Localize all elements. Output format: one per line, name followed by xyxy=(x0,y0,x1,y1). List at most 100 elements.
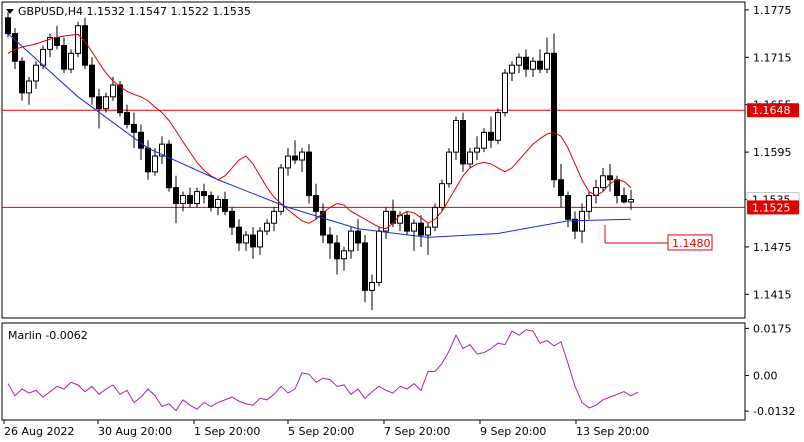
candle xyxy=(75,21,81,58)
slow-ma xyxy=(7,33,632,238)
candle xyxy=(418,215,424,247)
candle xyxy=(523,49,529,78)
candle xyxy=(425,223,431,255)
candle xyxy=(376,227,382,287)
candle xyxy=(439,179,445,212)
candle xyxy=(201,183,207,204)
candle xyxy=(19,57,25,101)
candle xyxy=(467,148,473,168)
candle xyxy=(586,191,592,220)
candle xyxy=(579,203,585,243)
candle xyxy=(180,191,186,212)
candle xyxy=(159,136,165,164)
candle xyxy=(257,227,263,255)
candle xyxy=(607,163,613,192)
candle xyxy=(495,108,501,145)
candle xyxy=(243,231,249,251)
candle xyxy=(369,274,375,311)
candle xyxy=(152,148,158,176)
candle xyxy=(432,203,438,232)
candle xyxy=(341,246,347,271)
candle xyxy=(103,92,109,113)
candle xyxy=(47,33,53,58)
level-tag xyxy=(747,103,799,118)
candle xyxy=(481,128,487,153)
dropdown-triangle-icon[interactable] xyxy=(6,9,14,14)
candle xyxy=(222,191,228,216)
candle xyxy=(327,227,333,259)
price-tick-label: 1.1475 xyxy=(753,241,792,254)
marlin-line xyxy=(7,329,639,412)
time-tick-label: 1 Sep 20:00 xyxy=(194,425,260,438)
candle xyxy=(89,57,95,105)
level-tag-label: 1.1648 xyxy=(752,104,791,117)
candle xyxy=(229,207,235,236)
candle xyxy=(551,33,557,188)
candle xyxy=(208,191,214,212)
candle xyxy=(628,190,634,210)
candle xyxy=(96,88,102,129)
level-tag-label: 1.1525 xyxy=(752,201,791,214)
price-tick-label: 1.1415 xyxy=(753,288,792,301)
indicator-panel-frame xyxy=(1,322,746,421)
fast-ma xyxy=(7,33,632,230)
candle xyxy=(12,28,18,70)
candle xyxy=(446,148,452,188)
candle xyxy=(621,187,627,204)
candle xyxy=(250,227,256,259)
candle xyxy=(530,57,536,78)
candle xyxy=(544,37,550,74)
candle xyxy=(264,219,270,236)
time-tick-label: 9 Sep 20:00 xyxy=(480,425,546,438)
price-axis: 1.17751.17151.16551.15951.15351.14751.14… xyxy=(745,4,792,301)
candle xyxy=(383,207,389,239)
candle xyxy=(600,167,606,192)
candle xyxy=(285,148,291,176)
slow-ma-line xyxy=(7,33,632,238)
candle xyxy=(558,163,564,208)
time-tick-label: 30 Aug 20:00 xyxy=(98,425,172,438)
candle xyxy=(488,116,494,149)
candle xyxy=(474,136,480,160)
price-tick-label: 1.1595 xyxy=(753,146,792,159)
candle xyxy=(334,235,340,275)
candles xyxy=(5,12,634,311)
price-header: GBPUSD,H4 1.1532 1.1547 1.1522 1.1535 xyxy=(18,5,251,18)
candle xyxy=(124,104,130,129)
indicator-axis: 0.0175 0.00 -0.0132 xyxy=(745,322,795,418)
candle xyxy=(61,37,67,74)
candle xyxy=(306,144,312,204)
candle xyxy=(362,235,368,303)
candle xyxy=(453,116,459,160)
candle xyxy=(502,69,508,117)
fast-ma-line xyxy=(7,33,632,230)
level-tag xyxy=(747,200,799,215)
target-box xyxy=(667,234,713,251)
time-tick-label: 5 Sep 20:00 xyxy=(288,425,354,438)
indicator-tick-label: 0.0175 xyxy=(753,322,792,335)
candle xyxy=(194,187,200,208)
candle xyxy=(166,140,172,192)
horizontal-levels xyxy=(2,109,745,208)
candle xyxy=(292,140,298,164)
candle xyxy=(236,219,242,251)
candle xyxy=(68,49,74,74)
candle xyxy=(173,175,179,224)
candle xyxy=(187,187,193,208)
candle xyxy=(411,219,417,251)
candle xyxy=(320,203,326,243)
target-marker: 1.1480 xyxy=(604,224,713,251)
candle xyxy=(131,112,137,149)
candle xyxy=(404,211,410,236)
time-axis: 26 Aug 2022 30 Aug 20:00 1 Sep 20:00 5 Sep … xyxy=(3,420,649,438)
indicator-tick-label: -0.0132 xyxy=(753,405,795,418)
indicator-tick-label: 0.00 xyxy=(753,370,778,383)
marlin-polyline xyxy=(7,329,639,412)
time-tick-label: 7 Sep 20:00 xyxy=(384,425,450,438)
price-tick-label: 1.1715 xyxy=(753,51,792,64)
candle xyxy=(271,207,277,232)
candle xyxy=(572,211,578,239)
candle xyxy=(516,53,522,74)
